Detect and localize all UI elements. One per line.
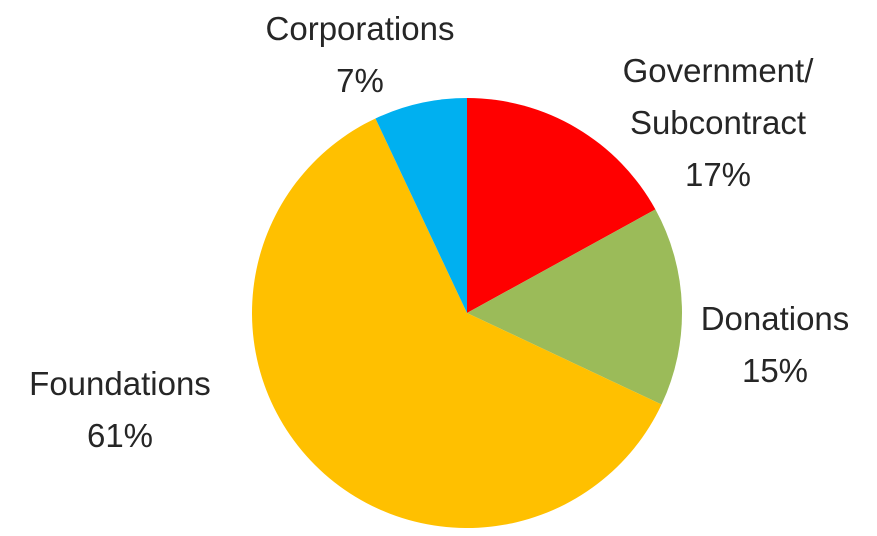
slice-name-label: Subcontract	[630, 104, 806, 141]
slice-label-foundations: Foundations 61%	[29, 365, 211, 454]
pie-labels: Government/Subcontract 17% Donations 15% Fou…	[29, 10, 849, 454]
pie-slice-corporations	[375, 98, 467, 313]
pie-slices	[252, 98, 683, 528]
slice-name-label: Government/	[623, 52, 815, 89]
pie-slice-foundations	[252, 118, 662, 528]
slice-value-label: 15%	[742, 352, 808, 389]
slice-name-label: Corporations	[266, 10, 455, 47]
slice-value-label: 7%	[336, 62, 384, 99]
slice-name-label: Donations	[701, 300, 850, 337]
slice-label-government-subcontract: Government/Subcontract 17%	[623, 52, 815, 193]
slice-value-label: 17%	[685, 156, 751, 193]
pie-slice-donations	[467, 209, 683, 405]
pie-slice-government-subcontract	[467, 98, 656, 313]
slice-label-donations: Donations 15%	[701, 300, 850, 389]
slice-label-corporations: Corporations 7%	[266, 10, 455, 99]
slice-value-label: 61%	[87, 417, 153, 454]
slice-name-label: Foundations	[29, 365, 211, 402]
